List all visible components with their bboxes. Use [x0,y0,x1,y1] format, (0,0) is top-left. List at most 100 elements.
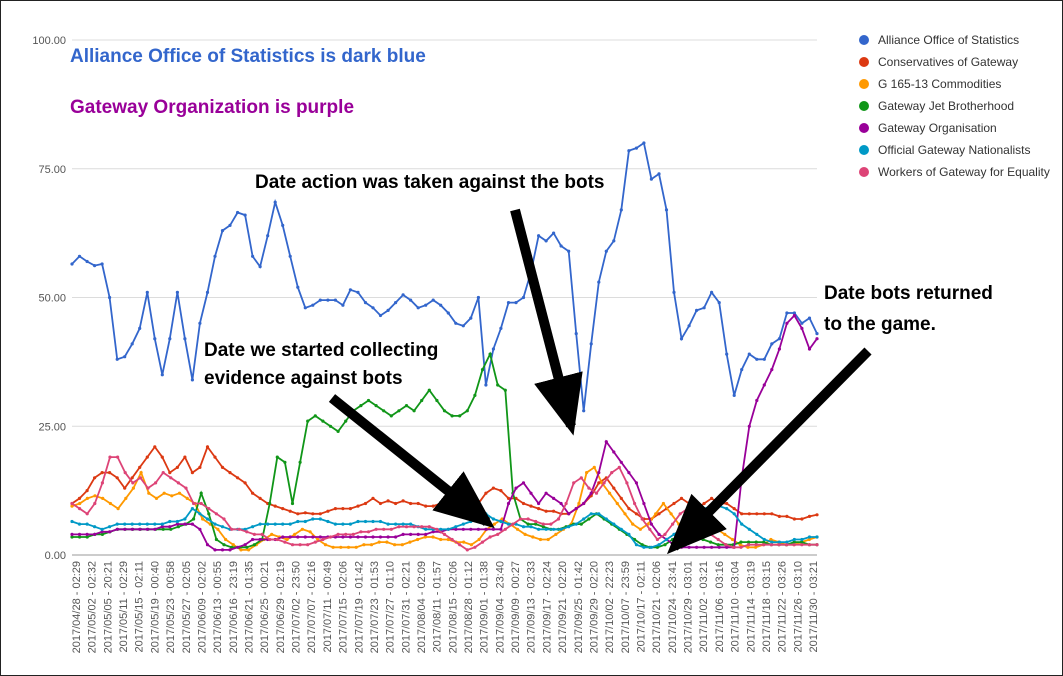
data-point [237,527,241,531]
data-point [709,540,713,544]
data-point [634,146,639,150]
data-point [220,525,225,529]
data-point [266,234,270,238]
data-point [85,489,89,493]
annotation-purple-title: Gateway Organization is purple [70,97,354,118]
x-tick-label: 2017/06/21 - 01:35 [243,561,255,653]
data-point [130,342,134,346]
data-point [303,306,307,310]
data-point [153,527,157,531]
data-point [356,519,360,524]
data-point [792,537,797,542]
data-point [328,535,333,539]
x-tick-label: 2017/10/24 - 23:41 [667,561,679,653]
data-point [378,519,383,524]
data-point [597,481,601,485]
data-point [687,324,691,328]
data-point [702,501,706,506]
data-point [663,532,667,537]
data-point [311,517,315,521]
x-tick-label: 2017/07/31 - 02:21 [400,561,412,653]
data-point [378,501,383,506]
data-point [366,530,371,534]
data-point [450,414,454,418]
data-point [552,231,556,235]
x-tick-label: 2017/07/07 - 02:16 [306,561,318,653]
data-point [582,409,586,413]
data-point [154,481,158,485]
x-tick-label: 2017/05/19 - 00:40 [149,561,161,653]
data-point [281,223,285,227]
data-point [138,522,142,526]
data-point [70,501,74,506]
data-point [424,532,428,537]
data-point [160,522,164,526]
data-point [657,172,661,176]
data-point [275,455,279,459]
data-point [672,501,676,506]
x-tick-label: 2017/07/19 - 01:42 [353,561,365,653]
data-point [183,337,187,341]
data-point [807,535,812,539]
x-tick-label: 2017/07/27 - 01:10 [385,561,397,653]
data-point [331,545,335,549]
data-point [153,522,157,526]
data-point [123,522,127,526]
data-point [290,543,295,547]
y-tick-label: 25.00 [38,421,66,433]
data-point [139,471,143,475]
x-tick-label: 2017/11/22 - 03:26 [777,561,789,653]
data-point [85,512,89,516]
data-point [687,517,691,521]
data-point [162,491,166,495]
data-point [506,301,511,305]
data-point [130,476,134,480]
data-point [70,504,74,508]
data-point [577,501,581,506]
data-point [587,517,591,521]
data-point [243,481,247,485]
data-point [755,532,759,537]
data-point [311,303,315,307]
data-point [619,496,623,500]
data-point [687,501,691,506]
data-point [298,543,302,547]
data-point [70,262,74,266]
data-point [404,404,409,408]
data-point [499,527,503,531]
data-point [123,486,127,490]
data-point [476,527,480,531]
data-point [506,496,511,500]
data-point [770,540,774,544]
series-line [71,141,818,411]
data-point [582,501,586,506]
data-point [602,481,606,485]
data-point [732,393,736,397]
data-point [807,316,812,320]
data-point [770,368,774,372]
data-point [785,543,789,547]
data-point [701,537,705,542]
data-point [153,445,157,449]
data-point [275,537,279,542]
data-point [298,460,302,464]
data-point [131,481,135,485]
data-point [348,522,352,526]
data-point [100,532,104,537]
data-point [679,337,684,341]
data-point [251,537,255,542]
data-point [526,517,530,521]
annotations: Alliance Office of Statistics is dark bl… [70,46,993,555]
data-point [446,537,450,542]
data-point [634,481,639,485]
data-point [574,522,578,526]
data-point [541,522,545,526]
data-point [491,347,495,351]
data-point [529,525,533,529]
x-tick-label: 2017/09/25 - 01:42 [573,561,585,653]
data-point [747,424,751,428]
data-point [185,496,189,500]
data-point [615,501,619,506]
data-point [499,519,503,524]
data-point [800,321,804,325]
